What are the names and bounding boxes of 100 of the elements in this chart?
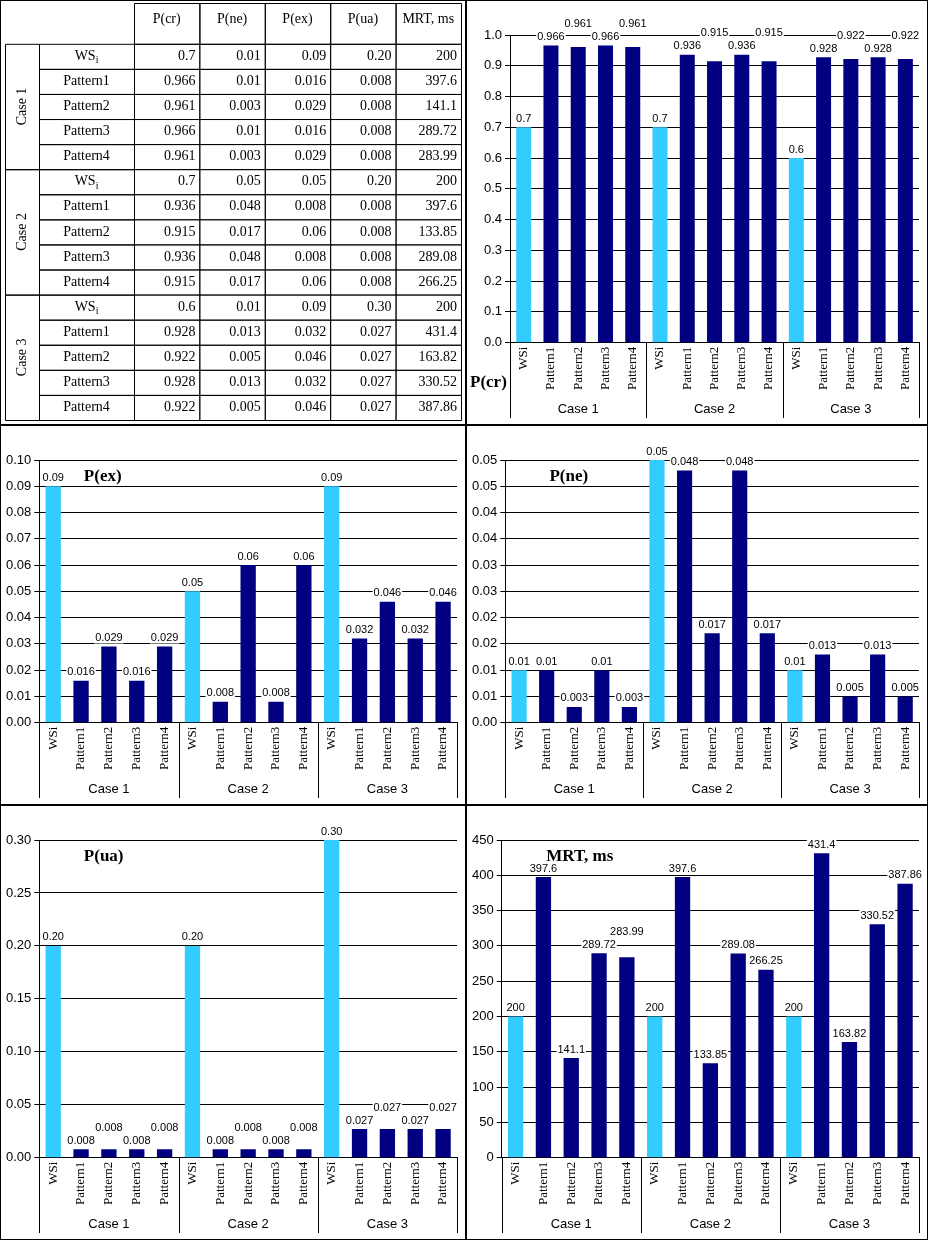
data-label: 163.82 bbox=[832, 1026, 867, 1039]
data-label: 397.6 bbox=[668, 861, 697, 874]
y-tick-label: 0.01 bbox=[471, 687, 498, 703]
data-label: 0.046 bbox=[294, 399, 327, 415]
x-tick-label: P(cr) bbox=[152, 11, 182, 28]
data-label: 0.06 bbox=[301, 223, 327, 239]
x-tick-label: WSi bbox=[44, 1161, 60, 1185]
y-tick-label: 0.0 bbox=[483, 334, 503, 350]
y-tick-label: 0.01 bbox=[471, 661, 498, 677]
data-label: 0.915 bbox=[163, 223, 196, 239]
data-label: 0.008 bbox=[67, 1133, 95, 1146]
bar bbox=[732, 470, 748, 723]
data-label: 0.06 bbox=[237, 549, 259, 562]
text: Case 2 bbox=[693, 401, 736, 417]
x-tick-label: Pattern4 bbox=[896, 346, 912, 391]
y-tick-label: 0.02 bbox=[471, 635, 498, 651]
data-label: 141.1 bbox=[557, 1042, 586, 1055]
data-label: 0.005 bbox=[836, 680, 864, 693]
data-label: 0.961 bbox=[564, 16, 592, 29]
x-tick-label: Pattern1 bbox=[542, 346, 558, 391]
x-tick-label: P(ua) bbox=[347, 11, 379, 28]
data-label: 0.008 bbox=[262, 686, 290, 699]
bar bbox=[516, 127, 532, 343]
x-tick-label: WSi bbox=[786, 726, 802, 750]
data-label: 0.032 bbox=[294, 374, 327, 390]
x-tick-label: Pattern1 bbox=[350, 1161, 366, 1206]
data-label: 0.008 bbox=[206, 686, 235, 699]
x-tick-label: Pattern3 bbox=[128, 1161, 144, 1206]
bar bbox=[679, 54, 695, 343]
data-label: 266.25 bbox=[418, 273, 457, 289]
data-label: 0.017 bbox=[698, 617, 726, 630]
x-tick-label: Pattern1 bbox=[534, 1161, 550, 1206]
y-tick-label: 450 bbox=[471, 831, 494, 847]
x-tick-label: WSi bbox=[183, 1161, 199, 1185]
data-label: 0.016 bbox=[67, 665, 95, 678]
y-tick-label: 0.04 bbox=[5, 609, 32, 625]
bar bbox=[351, 1129, 368, 1158]
x-tick-label: Pattern4 bbox=[760, 346, 776, 391]
x-tick-label: Pattern2 bbox=[703, 726, 719, 771]
bar bbox=[268, 1149, 284, 1158]
bar bbox=[897, 696, 913, 723]
y-tick-label: 0.05 bbox=[471, 451, 498, 467]
data-label: 0.961 bbox=[618, 16, 647, 29]
x-tick-label: WSi bbox=[510, 726, 526, 750]
y-tick-label: 0.15 bbox=[5, 990, 32, 1006]
data-label: 0.09 bbox=[301, 298, 327, 314]
data-label: 0.928 bbox=[163, 323, 196, 339]
y-tick-label: Pattern2 bbox=[63, 223, 110, 239]
text: Case 1 bbox=[88, 781, 130, 797]
data-label: 0.915 bbox=[700, 26, 729, 39]
x-tick-label: Pattern3 bbox=[868, 1161, 884, 1206]
bar bbox=[73, 680, 89, 723]
data-label: 0.928 bbox=[163, 374, 196, 390]
bar bbox=[129, 680, 145, 723]
y-tick-label: 0.2 bbox=[483, 272, 503, 288]
x-tick-label: Pattern2 bbox=[840, 1161, 856, 1206]
bar bbox=[597, 45, 613, 343]
y-tick-label: 0.6 bbox=[483, 149, 503, 165]
data-label: 0.027 bbox=[360, 399, 392, 415]
x-tick-label: Pattern2 bbox=[378, 726, 394, 771]
data-label: 0.7 bbox=[177, 173, 196, 189]
data-label: 0.966 bbox=[163, 73, 196, 89]
y-tick-label: 350 bbox=[471, 902, 494, 918]
x-tick-label: Pattern1 bbox=[211, 1161, 227, 1206]
data-label: 0.20 bbox=[367, 48, 392, 64]
x-tick-label: Pattern2 bbox=[378, 1161, 394, 1206]
y-tick-label: 400 bbox=[471, 866, 494, 882]
bar bbox=[621, 706, 637, 723]
y-tick-label: Pattern2 bbox=[63, 98, 110, 114]
data-label: 133.85 bbox=[693, 1047, 728, 1060]
bar bbox=[435, 601, 451, 723]
data-label: 0.008 bbox=[206, 1133, 235, 1146]
data-label: 200 bbox=[436, 173, 457, 189]
y-tick-label: 0.03 bbox=[471, 556, 498, 572]
text: Case 3 bbox=[366, 781, 408, 797]
data-label: 0.048 bbox=[229, 248, 261, 264]
data-label: 200 bbox=[506, 1001, 525, 1014]
y-tick-label: Pattern1 bbox=[63, 198, 110, 214]
bar bbox=[435, 1129, 451, 1158]
y-tick-label: 0.8 bbox=[483, 88, 503, 104]
x-tick-label: WSi bbox=[648, 726, 664, 750]
x-tick-label: Pattern3 bbox=[869, 726, 885, 771]
data-label: 0.029 bbox=[150, 631, 179, 644]
bar bbox=[730, 953, 746, 1158]
x-tick-label: WSi bbox=[785, 1161, 801, 1185]
x-tick-label: Pattern4 bbox=[896, 726, 912, 771]
bar bbox=[870, 57, 886, 343]
x-tick-label: WSi bbox=[787, 346, 803, 370]
data-label: 387.86 bbox=[888, 868, 922, 881]
y-tick-label: Pattern1 bbox=[63, 73, 110, 89]
data-label: 0.966 bbox=[163, 123, 196, 139]
data-label: 0.046 bbox=[429, 586, 457, 599]
data-label: 0.961 bbox=[163, 98, 196, 114]
x-tick-label: WSi bbox=[646, 1161, 662, 1185]
data-label: 0.09 bbox=[320, 470, 343, 483]
data-label: 0.936 bbox=[728, 39, 756, 52]
x-tick-label: Pattern1 bbox=[678, 346, 694, 391]
data-label: 0.005 bbox=[891, 680, 919, 693]
data-label: 0.922 bbox=[891, 28, 920, 41]
data-label: 0.6 bbox=[177, 298, 196, 314]
